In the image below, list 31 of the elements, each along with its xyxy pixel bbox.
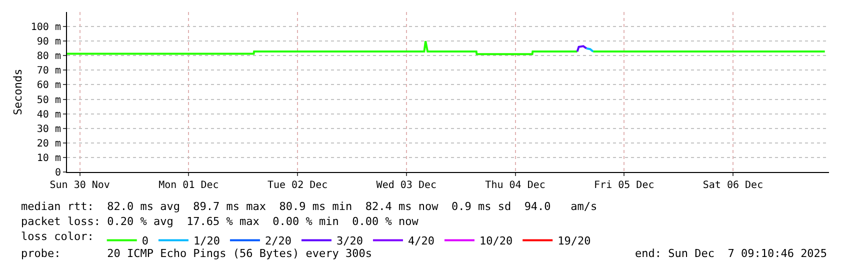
y-tick-label: 50 m <box>36 94 61 106</box>
x-tick-label: Fri 05 Dec <box>594 180 654 191</box>
y-tick-label: 20 m <box>36 138 61 150</box>
y-tick-label: 70 m <box>36 66 61 77</box>
legend-label: 10/20 <box>479 234 513 248</box>
legend-label: 2/20 <box>264 234 292 248</box>
y-tick-label: 40 m <box>36 109 61 120</box>
legend-label: 1/20 <box>193 234 220 248</box>
x-tick-label: Tue 02 Dec <box>267 180 328 191</box>
legend-title: loss color: <box>20 230 94 244</box>
x-tick-label: Sun 30 Nov <box>50 180 110 191</box>
x-tick-label: Wed 03 Dec <box>376 180 437 191</box>
legend-label: 4/20 <box>408 234 434 248</box>
text: probe: 20 ICMP Echo Pings (56 Bytes) every 300s <box>21 247 372 260</box>
y-axis-title: Seconds <box>12 68 25 116</box>
y-tick-label: 30 m <box>36 124 61 135</box>
y-tick-label: 60 m <box>36 80 61 92</box>
x-tick-label: Mon 01 Dec <box>158 180 219 191</box>
y-tick-label: 100 m <box>30 22 61 34</box>
text: packet loss: 0.20 % avg 17.65 % max 0.00 % min 0.00 % now <box>21 215 419 228</box>
y-tick-label: 80 m <box>36 51 61 62</box>
legend-label: 19/20 <box>558 234 591 248</box>
text: median rtt: 82.0 ms avg 89.7 ms max 80.9 ms min 82.4 ms now 0.9 ms sd 94.0 am/s <box>21 200 598 213</box>
text: end: Sun Dec 7 09:10:46 2025 <box>635 247 828 260</box>
legend-label: 3/20 <box>336 234 363 248</box>
legend-label: 0 <box>142 234 148 248</box>
y-tick-label: 10 m <box>36 152 61 164</box>
y-tick-label: 0 <box>54 168 61 178</box>
y-tick-label: 90 m <box>36 36 61 48</box>
x-tick-label: Sat 06 Dec <box>702 180 764 191</box>
x-tick-label: Thu 04 Dec <box>485 180 546 191</box>
